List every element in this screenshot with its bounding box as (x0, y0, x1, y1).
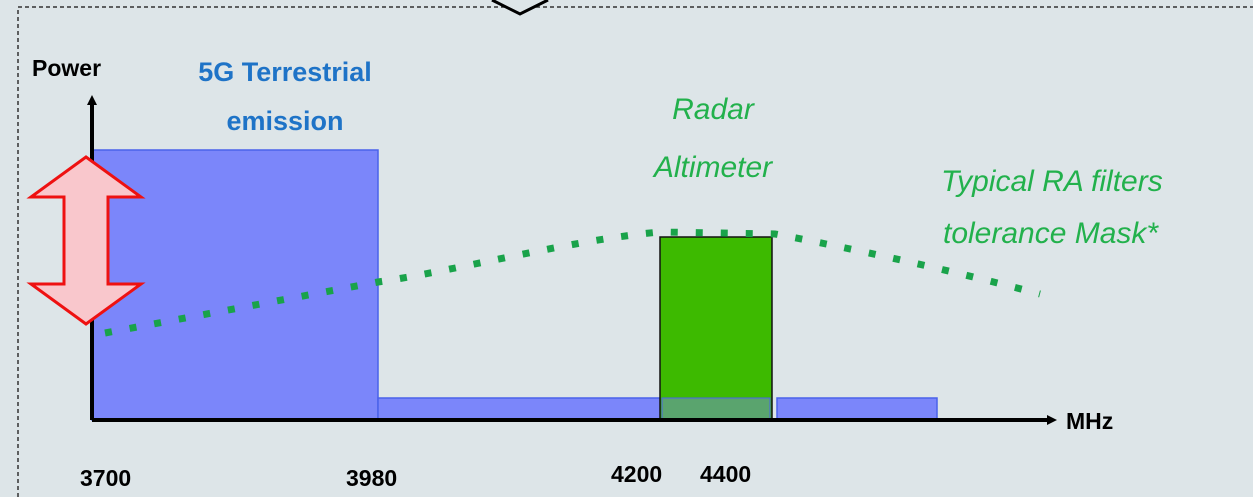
radar-altimeter-label-line1: Radar (672, 93, 755, 126)
terrestrial-emission-label-line2: emission (226, 106, 343, 136)
radar-altimeter-block (659, 236, 773, 421)
radar-altimeter-label-line2: Altimeter (652, 151, 773, 184)
tolerance-mask-label-line1: Typical RA filters (941, 165, 1163, 198)
tick-label-4400: 4400 (700, 461, 751, 487)
dashed-frame-border (17, 6, 1253, 497)
x-axis-label: MHz (1066, 408, 1113, 434)
power-level-double-arrow (26, 155, 146, 326)
emission-oob-segment-1 (377, 397, 662, 421)
y-axis-label: Power (32, 55, 101, 81)
tick-label-3700: 3700 (80, 465, 131, 491)
tolerance-mask-label-line2: tolerance Mask* (943, 217, 1159, 250)
radar-overlap-region (661, 397, 771, 421)
tolerance-mask-curve (104, 228, 1041, 337)
tick-label-4200: 4200 (611, 461, 662, 487)
chevron-down-icon (491, 0, 549, 16)
tick-label-3980: 3980 (346, 465, 397, 491)
emission-oob-segment-2 (776, 397, 938, 421)
terrestrial-emission-label-line1: 5G Terrestrial (198, 57, 372, 87)
